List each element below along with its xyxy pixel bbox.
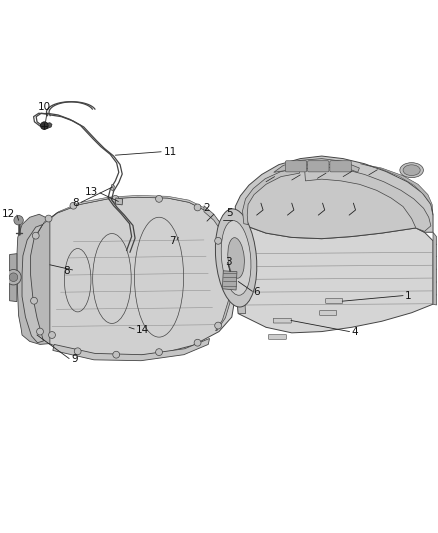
Circle shape	[194, 204, 201, 211]
Polygon shape	[304, 166, 431, 231]
Circle shape	[49, 332, 56, 338]
Polygon shape	[360, 164, 433, 215]
Text: 12: 12	[2, 209, 15, 219]
Ellipse shape	[400, 163, 424, 177]
Circle shape	[37, 328, 43, 335]
Text: 4: 4	[352, 327, 358, 337]
Ellipse shape	[221, 221, 251, 295]
Polygon shape	[34, 196, 234, 292]
Text: 8: 8	[72, 198, 78, 208]
Text: 1: 1	[405, 290, 412, 301]
Polygon shape	[433, 232, 436, 305]
Text: 2: 2	[204, 204, 210, 213]
Text: 14: 14	[135, 325, 149, 335]
Circle shape	[31, 297, 37, 304]
Polygon shape	[10, 254, 17, 302]
Polygon shape	[111, 184, 114, 191]
FancyBboxPatch shape	[285, 161, 307, 172]
Circle shape	[74, 348, 81, 354]
Circle shape	[112, 196, 119, 203]
Polygon shape	[17, 214, 50, 344]
Circle shape	[155, 196, 162, 203]
Polygon shape	[274, 159, 360, 172]
Circle shape	[14, 215, 23, 225]
Circle shape	[215, 237, 222, 244]
FancyBboxPatch shape	[330, 161, 351, 172]
Polygon shape	[31, 197, 235, 357]
Text: 9: 9	[71, 354, 78, 365]
Text: 5: 5	[226, 208, 233, 217]
Ellipse shape	[215, 209, 257, 307]
Text: 7: 7	[169, 236, 175, 246]
Text: 3: 3	[225, 257, 232, 267]
Ellipse shape	[228, 238, 244, 278]
Polygon shape	[204, 206, 233, 330]
Text: 11: 11	[163, 147, 177, 157]
Text: 6: 6	[253, 287, 260, 297]
Circle shape	[113, 351, 120, 358]
FancyBboxPatch shape	[268, 335, 286, 340]
Circle shape	[9, 273, 18, 281]
FancyBboxPatch shape	[320, 311, 337, 316]
FancyBboxPatch shape	[273, 318, 291, 323]
Polygon shape	[115, 198, 123, 205]
FancyBboxPatch shape	[307, 161, 329, 172]
Polygon shape	[243, 168, 300, 224]
Ellipse shape	[403, 165, 420, 175]
Polygon shape	[42, 123, 52, 128]
FancyBboxPatch shape	[325, 298, 343, 303]
Text: 8: 8	[64, 266, 70, 276]
Circle shape	[70, 203, 77, 209]
Polygon shape	[223, 271, 237, 290]
Circle shape	[40, 122, 48, 130]
Polygon shape	[235, 156, 433, 239]
Circle shape	[45, 215, 52, 222]
Text: 10: 10	[38, 101, 51, 111]
Circle shape	[215, 322, 222, 329]
Circle shape	[194, 340, 201, 346]
Polygon shape	[53, 338, 209, 361]
Circle shape	[155, 349, 162, 356]
Polygon shape	[22, 224, 43, 343]
Polygon shape	[234, 217, 246, 313]
Text: 13: 13	[85, 187, 98, 197]
Circle shape	[32, 232, 39, 239]
Polygon shape	[234, 217, 433, 333]
Circle shape	[6, 270, 21, 285]
